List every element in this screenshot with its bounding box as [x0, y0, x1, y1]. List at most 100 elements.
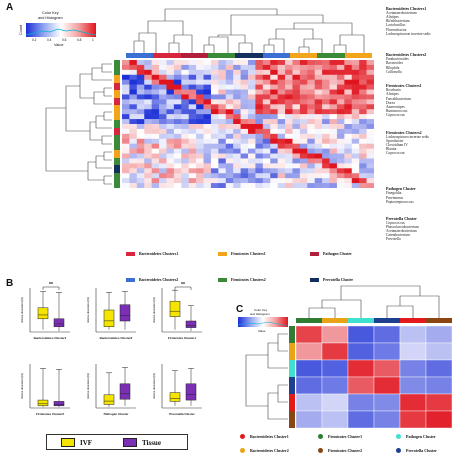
- heatmap-cell: [322, 60, 330, 66]
- heatmap-cell: [344, 99, 353, 105]
- heatmap-cell: [166, 128, 175, 135]
- heatmap-cell: [336, 119, 345, 125]
- heatmap-cell: [399, 410, 427, 428]
- heatmap-cell: [351, 119, 360, 125]
- heatmap-cell: [240, 128, 249, 135]
- heatmap-cell: [188, 69, 197, 76]
- heatmap-cell: [344, 64, 353, 71]
- heatmap-cell: [166, 158, 175, 164]
- heatmap-cell: [262, 128, 271, 135]
- heatmap-cell: [262, 94, 271, 100]
- heatmap-cell: [240, 163, 249, 169]
- boxplot-ylabel: relative abundance(%): [86, 297, 90, 323]
- heatmap-cell: [277, 89, 286, 95]
- heatmap-cell: [270, 153, 278, 159]
- heatmap-cell: [292, 148, 301, 154]
- heatmap-cell: [166, 124, 175, 130]
- heatmap-cell: [299, 94, 308, 100]
- heatmap-cell: [240, 133, 249, 140]
- heatmap-cell: [314, 133, 323, 140]
- boxplot-box: [37, 307, 49, 320]
- heatmap-cell: [136, 84, 145, 90]
- heatmap-cell: [270, 158, 278, 164]
- heatmap-cell: [314, 74, 323, 80]
- heatmap-cell: [255, 138, 264, 144]
- heatmap-cell: [203, 104, 212, 110]
- heatmap-cell: [159, 84, 167, 90]
- heatmap-cell: [307, 74, 315, 80]
- panel-a-legend-item: Pathogen Cluster: [310, 252, 352, 256]
- heatmap-cell: [136, 119, 145, 125]
- heatmap-cell: [240, 74, 249, 80]
- cluster-list-item: Acetanaerobacterium: [386, 10, 417, 15]
- heatmap-cell: [248, 109, 256, 115]
- heatmap-cell: [262, 153, 271, 159]
- legend-swatch: [126, 278, 135, 282]
- boxplot-box: [103, 309, 115, 327]
- heatmap-cell: [262, 64, 271, 71]
- legend-label: Tissue: [142, 438, 161, 447]
- heatmap-cell: [373, 376, 401, 395]
- panel-a-legend-item: Bacteroidetes Clusters1: [126, 252, 178, 256]
- heatmap-cell: [188, 158, 197, 164]
- heatmap-cell: [159, 153, 167, 159]
- heatmap-cell: [129, 143, 138, 149]
- heatmap-cell: [285, 109, 293, 115]
- heatmap-cell: [292, 69, 301, 76]
- boxplot-box: [169, 392, 181, 402]
- heatmap-cell: [166, 84, 175, 90]
- heatmap-cell: [322, 153, 330, 159]
- heatmap-cell: [129, 109, 138, 115]
- heatmap-cell: [255, 84, 264, 90]
- panel-a-legend-item: Firmicutes Clusters1: [218, 252, 266, 256]
- heatmap-cell: [159, 114, 167, 120]
- panel-c-color-key-title1: Color Key: [254, 308, 268, 312]
- heatmap-cell: [270, 99, 278, 105]
- heatmap-cell: [322, 109, 330, 115]
- heatmap-cell: [277, 109, 286, 115]
- significance-label: **: [181, 282, 185, 288]
- heatmap-cell: [351, 99, 360, 105]
- heatmap-cell: [203, 148, 212, 154]
- heatmap-cell: [299, 99, 308, 105]
- panel-c-left-dendrogram: [245, 333, 288, 420]
- heatmap-cell: [248, 114, 256, 120]
- heatmap-cell: [373, 359, 401, 378]
- heatmap-cell: [359, 143, 367, 149]
- heatmap-cell: [314, 178, 323, 184]
- heatmap-cell: [299, 168, 308, 174]
- heatmap-cell: [277, 94, 286, 100]
- heatmap-cell: [233, 74, 241, 80]
- heatmap-cell: [277, 168, 286, 174]
- heatmap-cell: [181, 143, 189, 149]
- heatmap-cell: [366, 64, 374, 71]
- heatmap-cell: [240, 84, 249, 90]
- heatmap-cell: [144, 89, 152, 95]
- heatmap-cell: [277, 74, 286, 80]
- heatmap-cell: [329, 133, 338, 140]
- heatmap-cell: [144, 124, 152, 130]
- heatmap-cell: [277, 119, 286, 125]
- heatmap-cell: [307, 128, 315, 135]
- heatmap-cell: [262, 119, 271, 125]
- panel-a-top-color-bar: [126, 53, 372, 58]
- heatmap-cell: [307, 79, 315, 85]
- heatmap-cell: [307, 173, 315, 179]
- heatmap-cell: [307, 109, 315, 115]
- heatmap-cell: [351, 168, 360, 174]
- heatmap-cell: [203, 128, 212, 135]
- heatmap-cell: [196, 119, 204, 125]
- heatmap-cell: [307, 133, 315, 140]
- heatmap-cell: [129, 94, 138, 100]
- heatmap-cell: [270, 104, 278, 110]
- heatmap-cell: [173, 99, 182, 105]
- heatmap-cell: [173, 163, 182, 169]
- panel-c-legend-item: Firmicutes Cluster2: [318, 448, 362, 453]
- heatmap-cell: [151, 124, 160, 130]
- heatmap-cell: [255, 60, 264, 66]
- heatmap-cell: [292, 168, 301, 174]
- heatmap-cell: [166, 168, 175, 174]
- heatmap-cell: [262, 173, 271, 179]
- heatmap-cell: [262, 74, 271, 80]
- heatmap-cell: [159, 79, 167, 85]
